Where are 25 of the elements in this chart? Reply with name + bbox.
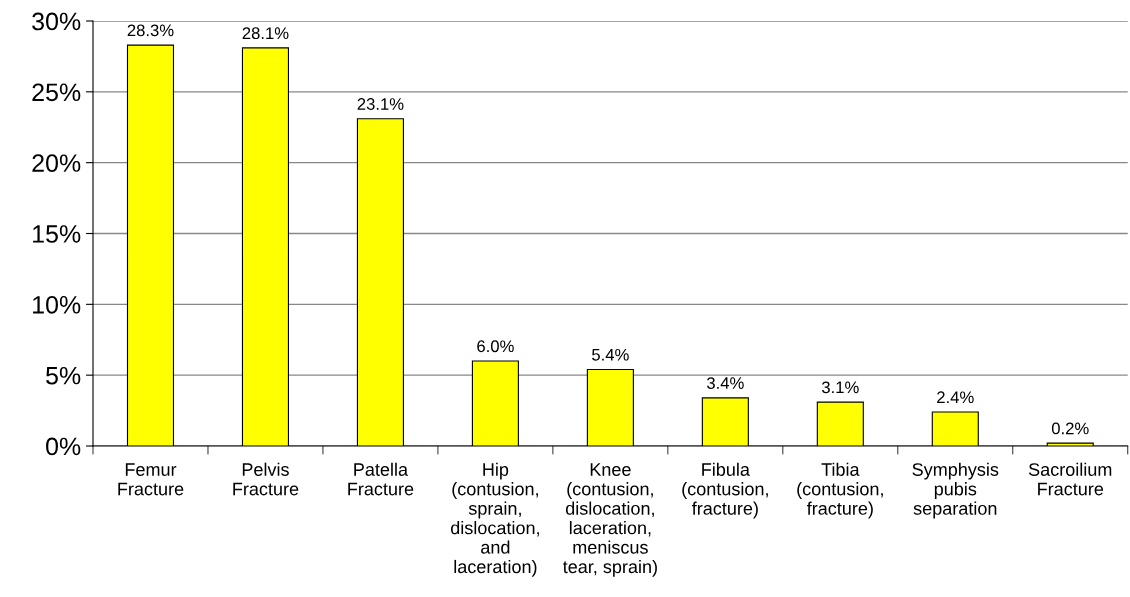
y-tick-label: 30% [32, 12, 81, 31]
x-tick-label: Symphysis pubis separation [912, 462, 999, 519]
data-label: 23.1% [357, 98, 404, 110]
data-label: 3.1% [821, 381, 859, 394]
x-tick-label: Sacroilium Fracture [1028, 462, 1112, 496]
data-label: 3.4% [706, 377, 744, 389]
data-label: 6.0% [477, 340, 514, 353]
x-tick-label: Tibia (contusion, fracture) [797, 462, 883, 519]
y-tick-label: 20% [32, 154, 81, 172]
x-tick-label: Hip (contusion, sprain, dislocation, and laceration) [450, 462, 539, 577]
y-tick-label: 25% [32, 83, 81, 102]
y-tick-label: 15% [33, 225, 81, 243]
x-tick-label: Pelvis Fracture [233, 462, 299, 496]
y-tick-label: 10% [33, 295, 81, 314]
x-tick-label: Femur Fracture [118, 463, 184, 496]
x-tick-label: Fibula (contusion, fracture) [682, 462, 768, 519]
x-tick-label: Patella Fracture [348, 462, 414, 496]
y-tick-label: 5% [46, 366, 81, 385]
data-label: 0.2% [1051, 422, 1089, 435]
data-label: 5.4% [592, 348, 629, 361]
data-label: 28.1% [242, 27, 289, 40]
y-tick-label: 0% [46, 437, 81, 456]
data-label: 2.4% [937, 391, 974, 404]
data-label: 28.3% [127, 24, 174, 37]
x-tick-label: Knee (contusion, dislocation, laceration, meniscus tear, sprain) [562, 463, 657, 577]
